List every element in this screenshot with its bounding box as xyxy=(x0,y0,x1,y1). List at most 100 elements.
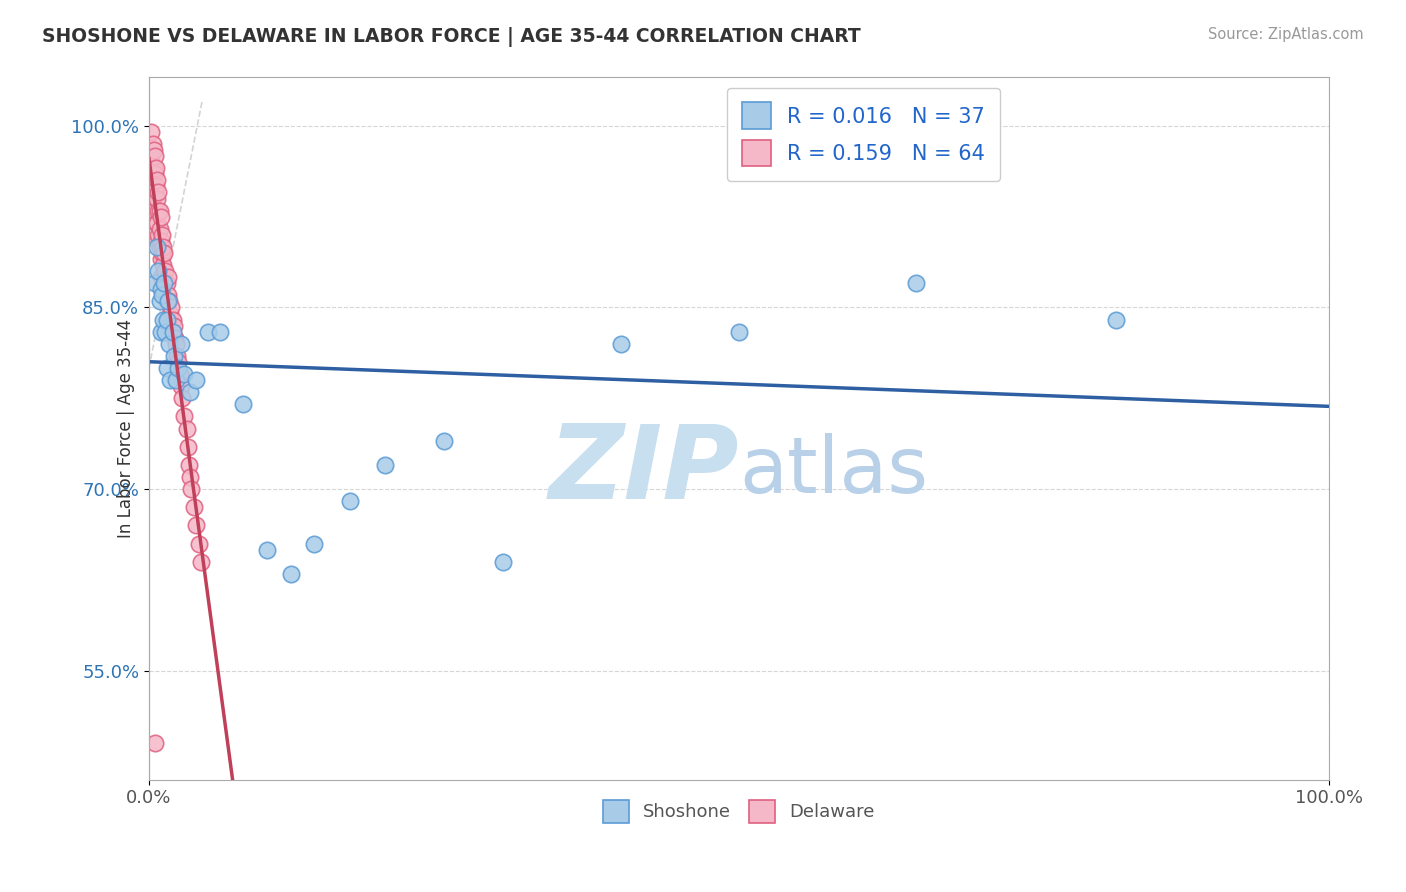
Point xyxy=(190,555,212,569)
Point xyxy=(141,136,163,151)
Point xyxy=(162,312,184,326)
Point xyxy=(141,192,163,206)
Point xyxy=(232,397,254,411)
Point xyxy=(163,331,186,345)
Point xyxy=(143,149,166,163)
Point xyxy=(150,227,173,242)
Point xyxy=(148,186,170,200)
Point xyxy=(156,312,179,326)
Point xyxy=(145,161,167,176)
Text: Source: ZipAtlas.com: Source: ZipAtlas.com xyxy=(1208,27,1364,42)
Point xyxy=(149,325,172,339)
Point xyxy=(156,361,179,376)
Point xyxy=(143,277,166,291)
Text: SHOSHONE VS DELAWARE IN LABOR FORCE | AGE 35-44 CORRELATION CHART: SHOSHONE VS DELAWARE IN LABOR FORCE | AG… xyxy=(42,27,860,46)
Point xyxy=(153,246,176,260)
Point xyxy=(157,294,180,309)
Point xyxy=(167,355,190,369)
Legend: Shoshone, Delaware: Shoshone, Delaware xyxy=(593,789,886,834)
Point xyxy=(145,179,167,194)
Point xyxy=(177,440,200,454)
Point xyxy=(150,288,173,302)
Point xyxy=(149,203,172,218)
Point xyxy=(156,277,179,291)
Point xyxy=(1105,312,1128,326)
Point xyxy=(197,325,219,339)
Point xyxy=(148,227,170,242)
Point xyxy=(148,203,170,218)
Point xyxy=(142,143,165,157)
Point xyxy=(142,179,165,194)
Point xyxy=(169,367,191,381)
Point xyxy=(155,325,177,339)
Point xyxy=(180,482,202,496)
Point xyxy=(149,210,172,224)
Point xyxy=(433,434,456,448)
Point xyxy=(149,234,172,248)
Point xyxy=(177,458,200,472)
Point xyxy=(163,349,186,363)
Point xyxy=(141,149,163,163)
Point xyxy=(143,736,166,750)
Point xyxy=(157,336,180,351)
Point xyxy=(150,246,173,260)
Point xyxy=(187,536,209,550)
Point xyxy=(162,325,184,339)
Point xyxy=(374,458,396,472)
Point xyxy=(145,216,167,230)
Point xyxy=(141,125,163,139)
Point xyxy=(156,270,179,285)
Y-axis label: In Labor Force | Age 35-44: In Labor Force | Age 35-44 xyxy=(117,319,135,538)
Point xyxy=(166,349,188,363)
Point xyxy=(179,385,201,400)
Point xyxy=(170,379,193,393)
Point xyxy=(492,555,515,569)
Point xyxy=(173,367,195,381)
Point xyxy=(256,542,278,557)
Point xyxy=(146,234,169,248)
Point xyxy=(149,294,172,309)
Point xyxy=(152,312,174,326)
Text: atlas: atlas xyxy=(740,433,928,508)
Point xyxy=(208,325,231,339)
Point xyxy=(156,294,179,309)
Point xyxy=(152,240,174,254)
Point xyxy=(280,566,302,581)
Point xyxy=(141,167,163,181)
Point xyxy=(170,391,193,405)
Point xyxy=(143,203,166,218)
Point xyxy=(173,409,195,424)
Point xyxy=(146,240,169,254)
Point xyxy=(159,373,181,387)
Point xyxy=(165,336,187,351)
Point xyxy=(143,186,166,200)
Point xyxy=(146,216,169,230)
Point xyxy=(148,264,170,278)
Point xyxy=(165,373,187,387)
Point xyxy=(610,336,633,351)
Point xyxy=(149,270,172,285)
Point xyxy=(904,277,927,291)
Point xyxy=(179,470,201,484)
Point xyxy=(728,325,751,339)
Point xyxy=(146,192,169,206)
Point xyxy=(142,161,165,176)
Point xyxy=(146,173,169,187)
Point xyxy=(155,264,177,278)
Point xyxy=(149,282,172,296)
Text: ZIP: ZIP xyxy=(548,420,740,521)
Point xyxy=(339,494,361,508)
Point xyxy=(149,221,172,235)
Point xyxy=(163,318,186,333)
Point xyxy=(156,294,179,309)
Point xyxy=(186,518,208,533)
Point xyxy=(302,536,325,550)
Point xyxy=(143,167,166,181)
Point xyxy=(156,288,179,302)
Point xyxy=(139,155,162,169)
Point xyxy=(170,336,193,351)
Point xyxy=(149,240,172,254)
Point xyxy=(167,361,190,376)
Point xyxy=(160,301,183,315)
Point xyxy=(153,277,176,291)
